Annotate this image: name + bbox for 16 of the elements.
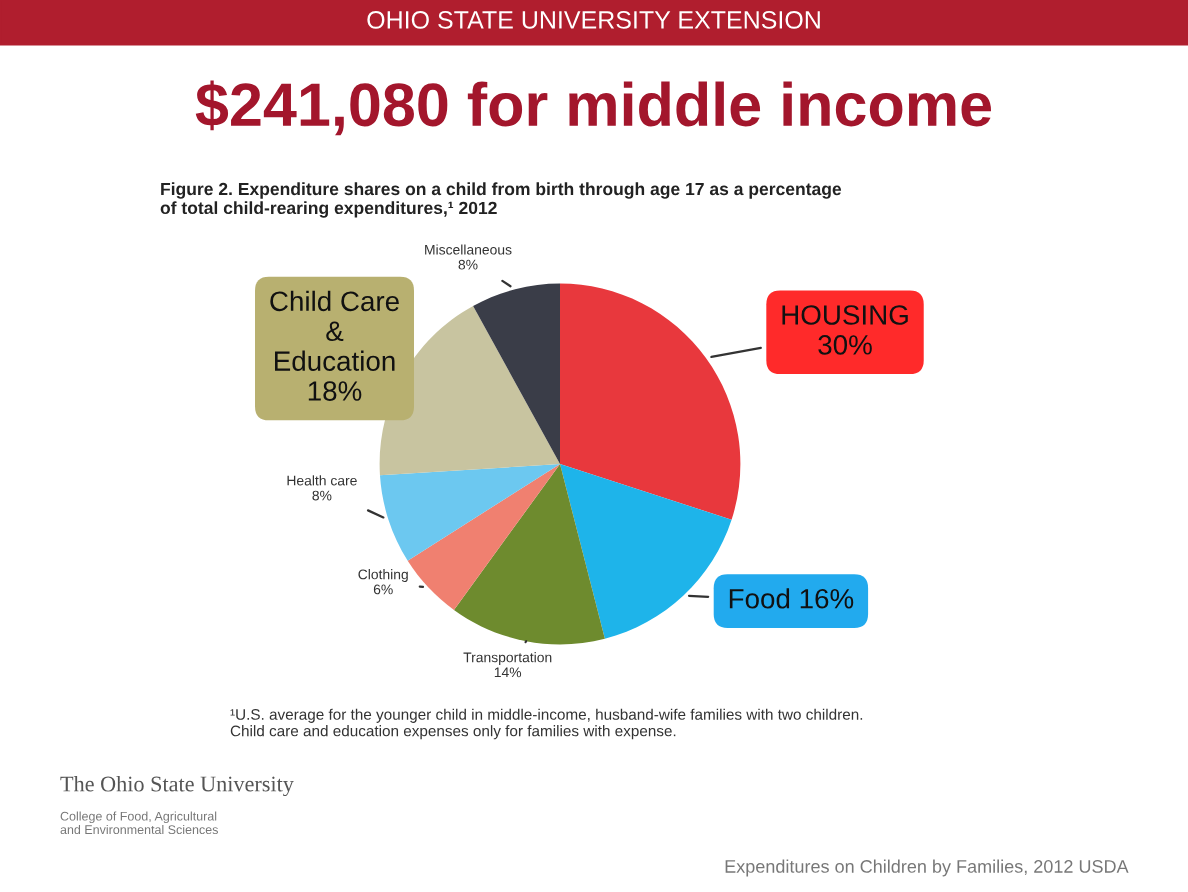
pie-slice [560, 283, 741, 520]
pie-slice [560, 464, 732, 639]
text: The Ohio State University [60, 775, 294, 797]
text: OHIO STATE UNIVERSITY EXTENSION [367, 11, 820, 29]
slice-label: Child Care & Education [270, 290, 399, 371]
slice-label: Food 16% [729, 588, 854, 609]
chart-subtitle: Figure 2. Expenditure shares on a child from birth through age 17 as a percentage of total child-rearing expenditures,¹ 2012 [160, 182, 842, 218]
pie-slice [379, 464, 560, 561]
pie-slice [407, 464, 560, 610]
chart-title: $241,080 for middle income [195, 80, 992, 136]
text: Expenditures on Children by Families, 2012 USDA [725, 859, 1129, 877]
data-label: 30% [818, 335, 872, 355]
pie-slice [453, 464, 605, 645]
pie-slice [473, 283, 560, 464]
slice-label: HOUSING [782, 305, 908, 325]
data-label: 18% [308, 381, 362, 401]
